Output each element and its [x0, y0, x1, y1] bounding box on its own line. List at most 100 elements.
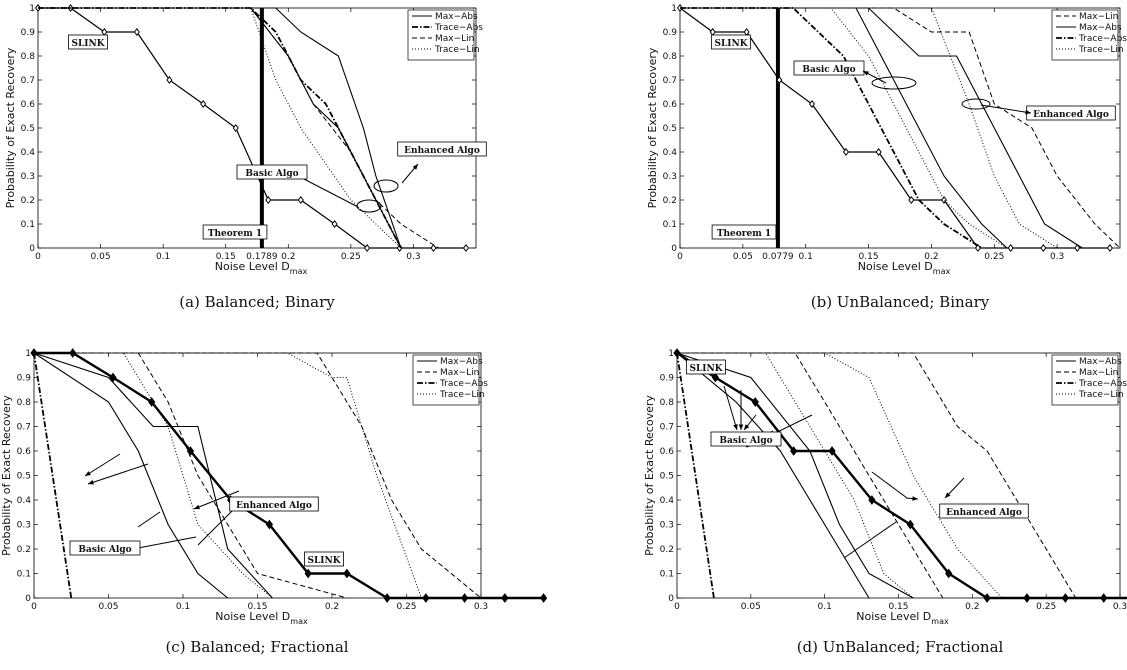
x-tick-label: 0.25 [341, 252, 361, 262]
y-tick-label: 0.6 [660, 447, 675, 457]
y-tick-label: 0.5 [663, 124, 677, 134]
x-tick-label: 0.05 [98, 602, 118, 612]
y-tick-label: 0.4 [660, 496, 675, 506]
x-axis-label-subscript: max [290, 617, 308, 626]
legend-entry: Trace−Lin [434, 45, 480, 55]
y-tick-label: 0.5 [17, 472, 31, 482]
legend-entry: Max−Abs [440, 357, 483, 367]
y-axis-label: Probability of Exact Recovery [643, 395, 656, 556]
y-tick-label: 0.1 [663, 220, 677, 230]
y-tick-label: 0.8 [17, 398, 32, 408]
x-tick-label: 0.1 [799, 252, 813, 262]
panel-caption: (b) UnBalanced; Binary [811, 293, 990, 311]
x-tick-label: 0.3 [406, 252, 420, 262]
panel-caption: (c) Balanced; Fractional [165, 638, 348, 656]
legend-entry: Max−Abs [1079, 23, 1122, 33]
x-tick-label: 0 [677, 252, 683, 262]
callout-label-basic: Basic Algo [802, 65, 855, 75]
y-axis-label: Probability of Exact Recovery [0, 395, 13, 556]
y-tick-label: 0.1 [660, 570, 674, 580]
x-tick-label: 0.0779 [762, 252, 794, 262]
x-axis-label-subscript: max [290, 267, 308, 276]
callout-label-theorem: Theorem 1 [208, 229, 262, 239]
x-tick-label: 0 [35, 252, 41, 262]
callout-label-basic: Basic Algo [78, 545, 131, 555]
x-tick-label: 0.1 [818, 602, 832, 612]
callout-label-slink: SLINK [71, 39, 105, 49]
callout-label-basic: Basic Algo [719, 436, 772, 446]
legend-entry: Max−Lin [440, 368, 479, 378]
legend-entry: Max−Abs [435, 12, 478, 22]
x-tick-label: 0.05 [741, 602, 761, 612]
y-tick-label: 0.3 [660, 521, 674, 531]
y-tick-label: 0.2 [21, 196, 35, 206]
y-tick-label: 1 [668, 349, 674, 359]
callout-label-enhanced: Enhanced Algo [236, 501, 312, 511]
x-tick-label: 0.2 [325, 602, 339, 612]
x-tick-label: 0.1 [156, 252, 170, 262]
y-tick-label: 0.9 [17, 374, 32, 384]
chart-panel-b: 00.10.20.30.40.50.60.70.80.910 0.05 0.0779… [646, 4, 1127, 311]
panel-caption: (d) UnBalanced; Fractional [797, 638, 1004, 656]
y-tick-label: 0.9 [21, 28, 36, 38]
callout-label-slink: SLINK [689, 364, 723, 374]
chart-panel-c: 0 0.1 0.2 0.3 0.4 0.5 0.6 0.7 0.8 0.9 1 0 0.05 0.1 0.1… [0, 349, 547, 656]
legend-entry: Max−Lin [1079, 12, 1118, 22]
y-tick-label: 0.5 [660, 472, 674, 482]
y-tick-label: 0.3 [21, 172, 35, 182]
x-axis-label: Noise Level Dmax [215, 260, 308, 276]
chart-panel-a: 00.10.20.30.40.50.60.70.80.910 0.05 0.1 0.1… [4, 4, 486, 311]
y-tick-label: 0.6 [663, 100, 678, 110]
x-tick-label: 0 [31, 602, 37, 612]
x-tick-label: 0.3 [1050, 252, 1064, 262]
y-tick-label: 1 [29, 4, 35, 14]
y-tick-label: 0.3 [17, 521, 31, 531]
y-tick-label: 0.1 [17, 570, 31, 580]
callout-label-enhanced: Enhanced Algo [946, 508, 1022, 518]
y-tick-label: 0.3 [663, 172, 677, 182]
y-tick-label: 0.8 [663, 52, 678, 62]
chart-panel-d: 0 0.1 0.2 0.3 0.4 0.5 0.6 0.7 0.8 0.9 1 0 0.05 0.1 0.1… [643, 349, 1127, 656]
y-tick-label: 0.7 [663, 76, 677, 86]
legend-entry: Max−Lin [1079, 368, 1118, 378]
y-axis-label: Probability of Exact Recovery [646, 47, 659, 208]
y-tick-label: 1 [25, 349, 31, 359]
x-tick-label: 0.2 [965, 602, 979, 612]
y-tick-label: 0.5 [21, 124, 35, 134]
x-axis-label-subscript: max [933, 267, 951, 276]
legend-entry: Trace−Abs [434, 23, 483, 33]
x-tick-label: 0 [674, 602, 680, 612]
legend-entry: Trace−Lin [439, 390, 485, 400]
y-tick-label: 0.6 [17, 447, 32, 457]
legend-entry: Trace−Lin [1078, 45, 1124, 55]
legend-entry: Trace−Lin [1078, 390, 1124, 400]
y-tick-label: 0.8 [660, 398, 675, 408]
legend-entry: Max−Abs [1079, 357, 1122, 367]
x-tick-label: 0.05 [733, 252, 753, 262]
x-tick-label: 0.3 [1113, 602, 1127, 612]
y-tick-label: 0.7 [21, 76, 35, 86]
y-tick-label: 0.9 [663, 28, 678, 38]
y-tick-label: 1 [671, 4, 677, 14]
y-tick-label: 0.4 [17, 496, 32, 506]
panel-caption: (a) Balanced; Binary [179, 293, 335, 311]
slink-marker [541, 594, 547, 602]
legend-entry: Max−Lin [435, 34, 474, 44]
x-tick-label: 0.3 [474, 602, 488, 612]
x-tick-label: 0.25 [984, 252, 1004, 262]
y-tick-label: 0.9 [660, 374, 675, 384]
callout-label-basic: Basic Algo [245, 169, 298, 179]
y-tick-label: 0.1 [21, 220, 35, 230]
y-tick-label: 0.4 [663, 148, 678, 158]
callout-label-enhanced: Enhanced Algo [404, 146, 480, 156]
callout-label-enhanced: Enhanced Algo [1033, 110, 1109, 120]
y-tick-label: 0.2 [663, 196, 677, 206]
callout-label-slink: SLINK [307, 556, 341, 566]
y-tick-label: 0.6 [21, 100, 36, 110]
x-tick-label: 0.25 [396, 602, 416, 612]
y-tick-label: 0.7 [17, 423, 31, 433]
callout-label-slink: SLINK [714, 39, 748, 49]
x-tick-label: 0.05 [91, 252, 111, 262]
